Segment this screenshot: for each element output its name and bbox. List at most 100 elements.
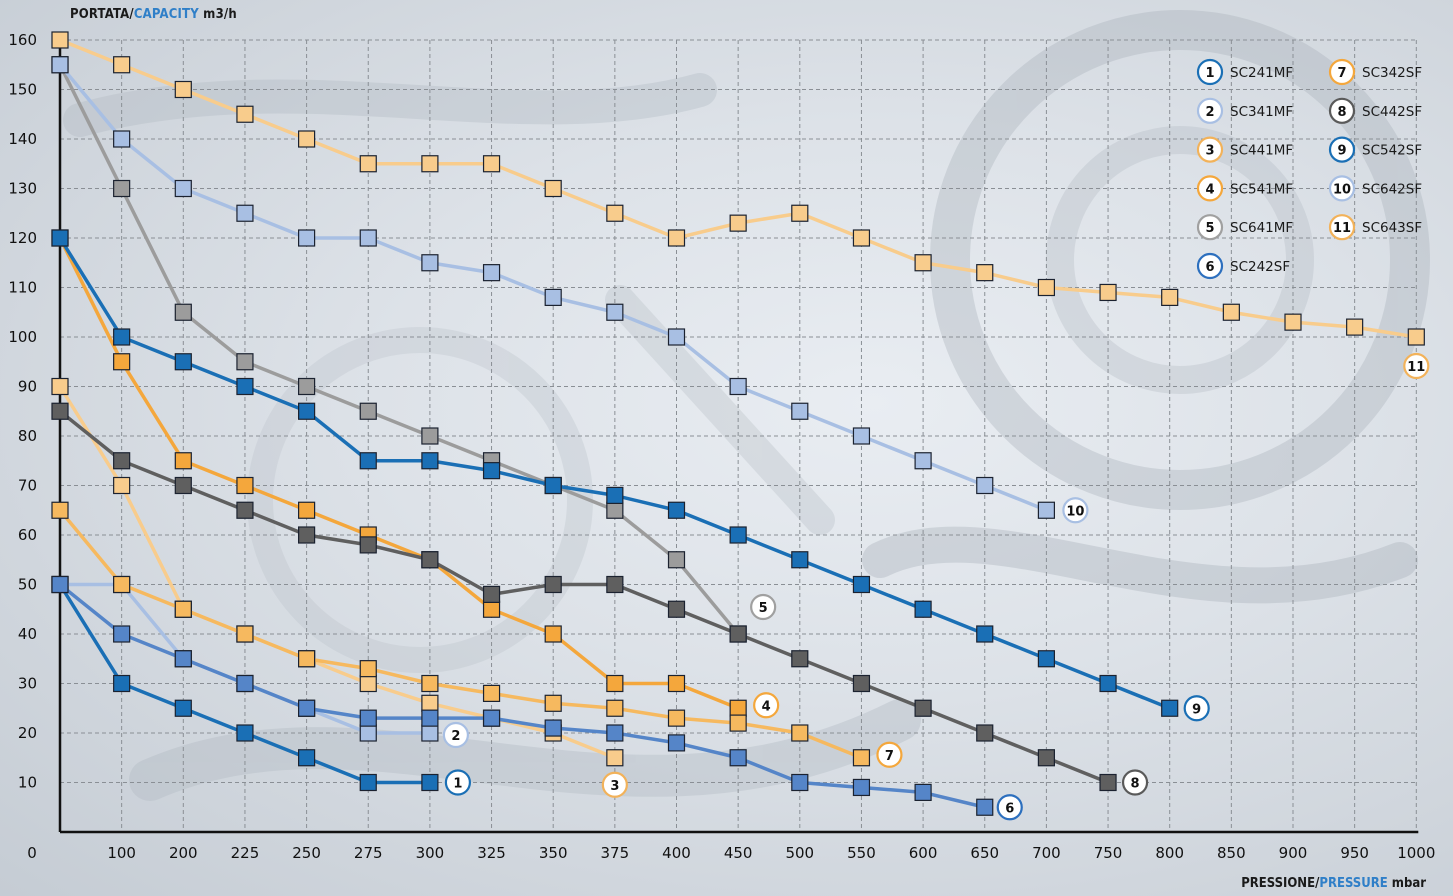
point-SC643SF-800	[1161, 288, 1179, 306]
tag-9: 9	[1183, 695, 1210, 722]
point-SC241MF-200	[174, 699, 192, 717]
point-SC242SF-275	[359, 709, 377, 727]
point-SC643SF-300	[421, 155, 439, 173]
point-SC441MF-100	[113, 476, 131, 495]
point-SC541MF-375	[606, 674, 624, 693]
point-SC642SF-550	[852, 427, 871, 445]
point-SC242SF-100	[113, 625, 131, 643]
point-SC643SF-0	[51, 31, 69, 49]
point-SC442SF-250	[298, 526, 316, 544]
point-SC643SF-500	[791, 204, 809, 222]
y-tick-labels: 10 20 30 40 50 60 70 80 90 100 110 120 130 140 150 160	[8, 31, 37, 792]
point-SC542SF-100	[113, 328, 131, 346]
point-SC643SF-350	[544, 179, 562, 198]
point-SC541MF-400	[667, 674, 686, 693]
point-SC241MF-275	[359, 773, 377, 792]
legend-ring-8	[1328, 97, 1356, 124]
point-SC541MF-325	[482, 600, 501, 618]
legend-item-SC341MF: 2 SC341MF	[1196, 97, 1293, 124]
tag-number-5: 5	[759, 601, 768, 616]
legend-ring-9	[1328, 136, 1356, 163]
legend: 1 SC241MF 2 SC341MF 3 SC441MF 4 SC541MF 5 SC641MF…	[1196, 58, 1422, 280]
x-tick-500: 500	[785, 844, 814, 862]
point-SC242SF-0	[51, 575, 69, 594]
tag-number-2: 2	[451, 729, 460, 744]
point-SC442SF-200	[174, 476, 192, 495]
tag-number-9: 9	[1192, 702, 1201, 717]
point-SC342SF-0	[51, 501, 69, 519]
point-SC342SF-375	[606, 699, 624, 717]
point-SC642SF-600	[914, 452, 932, 470]
point-SC342SF-350	[544, 694, 562, 712]
point-SC542SF-300	[421, 452, 439, 470]
point-SC442SF-450	[729, 625, 747, 643]
tag-number-1: 1	[453, 777, 462, 792]
x-tick-600: 600	[909, 844, 938, 862]
point-SC342SF-550	[852, 749, 871, 767]
point-SC342SF-325	[482, 684, 501, 703]
legend-ring-11	[1328, 214, 1356, 241]
x-tick-350: 350	[539, 844, 568, 862]
point-SC642SF-275	[359, 229, 377, 247]
point-SC541MF-225	[236, 476, 254, 495]
legend-ring-2	[1196, 97, 1224, 124]
y-tick-80: 80	[18, 427, 37, 445]
point-SC542SF-250	[298, 402, 316, 420]
tag-4: 4	[753, 692, 780, 719]
legend-number-4: 4	[1205, 182, 1214, 197]
legend-number-5: 5	[1205, 221, 1214, 236]
point-SC641MF-400	[667, 551, 686, 569]
point-SC242SF-350	[544, 719, 562, 737]
point-SC643SF-450	[729, 214, 747, 232]
point-SC541MF-250	[298, 501, 316, 519]
point-SC242SF-650	[976, 798, 994, 816]
legend-ring-10	[1328, 175, 1356, 202]
point-SC442SF-350	[544, 575, 562, 594]
point-SC643SF-650	[976, 264, 994, 282]
tag-number-8: 8	[1131, 777, 1140, 792]
tag-10: 10	[1062, 497, 1089, 524]
point-SC542SF-375	[606, 486, 624, 504]
point-SC542SF-700	[1037, 650, 1056, 668]
tag-3: 3	[601, 771, 628, 798]
point-SC642SF-350	[544, 288, 562, 306]
point-SC342SF-200	[174, 600, 192, 618]
point-SC442SF-325	[482, 585, 501, 604]
tag-number-11: 11	[1407, 360, 1425, 375]
point-SC442SF-650	[976, 724, 994, 742]
point-SC241MF-100	[113, 674, 131, 693]
series-line-SC442SF	[58, 409, 1109, 785]
legend-item-SC441MF: 3 SC441MF	[1196, 136, 1293, 163]
point-SC542SF-325	[482, 462, 501, 480]
tag-ring-5	[750, 593, 777, 621]
y-tick-100: 100	[8, 328, 37, 346]
point-SC242SF-500	[791, 773, 809, 792]
point-SC643SF-200	[174, 80, 192, 99]
y-tick-40: 40	[18, 625, 37, 643]
point-SC642SF-325	[482, 264, 501, 282]
x-tick-200: 200	[169, 844, 198, 862]
y-tick-130: 130	[8, 180, 37, 198]
legend-number-7: 7	[1337, 66, 1346, 81]
legend-item-SC242SF: 6 SC242SF	[1196, 252, 1290, 280]
tag-number-6: 6	[1005, 801, 1014, 816]
point-SC542SF-275	[359, 452, 377, 470]
series-SC643SF	[51, 31, 1425, 346]
legend-label-SC541MF: SC541MF	[1230, 181, 1293, 197]
point-SC643SF-600	[914, 254, 932, 272]
legend-item-SC642SF: 10 SC642SF	[1328, 175, 1422, 202]
point-SC641MF-225	[236, 353, 254, 371]
point-SC541MF-200	[174, 452, 192, 470]
point-SC643SF-750	[1099, 283, 1117, 302]
point-SC342SF-500	[791, 724, 809, 742]
x-tick-0: 0	[27, 844, 37, 862]
series-SC442SF	[51, 402, 1117, 792]
series-SC242SF	[51, 575, 994, 816]
point-SC441MF-0	[51, 377, 69, 396]
x-tick-400: 400	[662, 844, 691, 862]
point-SC643SF-550	[852, 229, 871, 247]
x-tick-850: 850	[1217, 844, 1246, 862]
tag-1: 1	[444, 769, 471, 796]
point-SC643SF-100	[113, 56, 131, 74]
